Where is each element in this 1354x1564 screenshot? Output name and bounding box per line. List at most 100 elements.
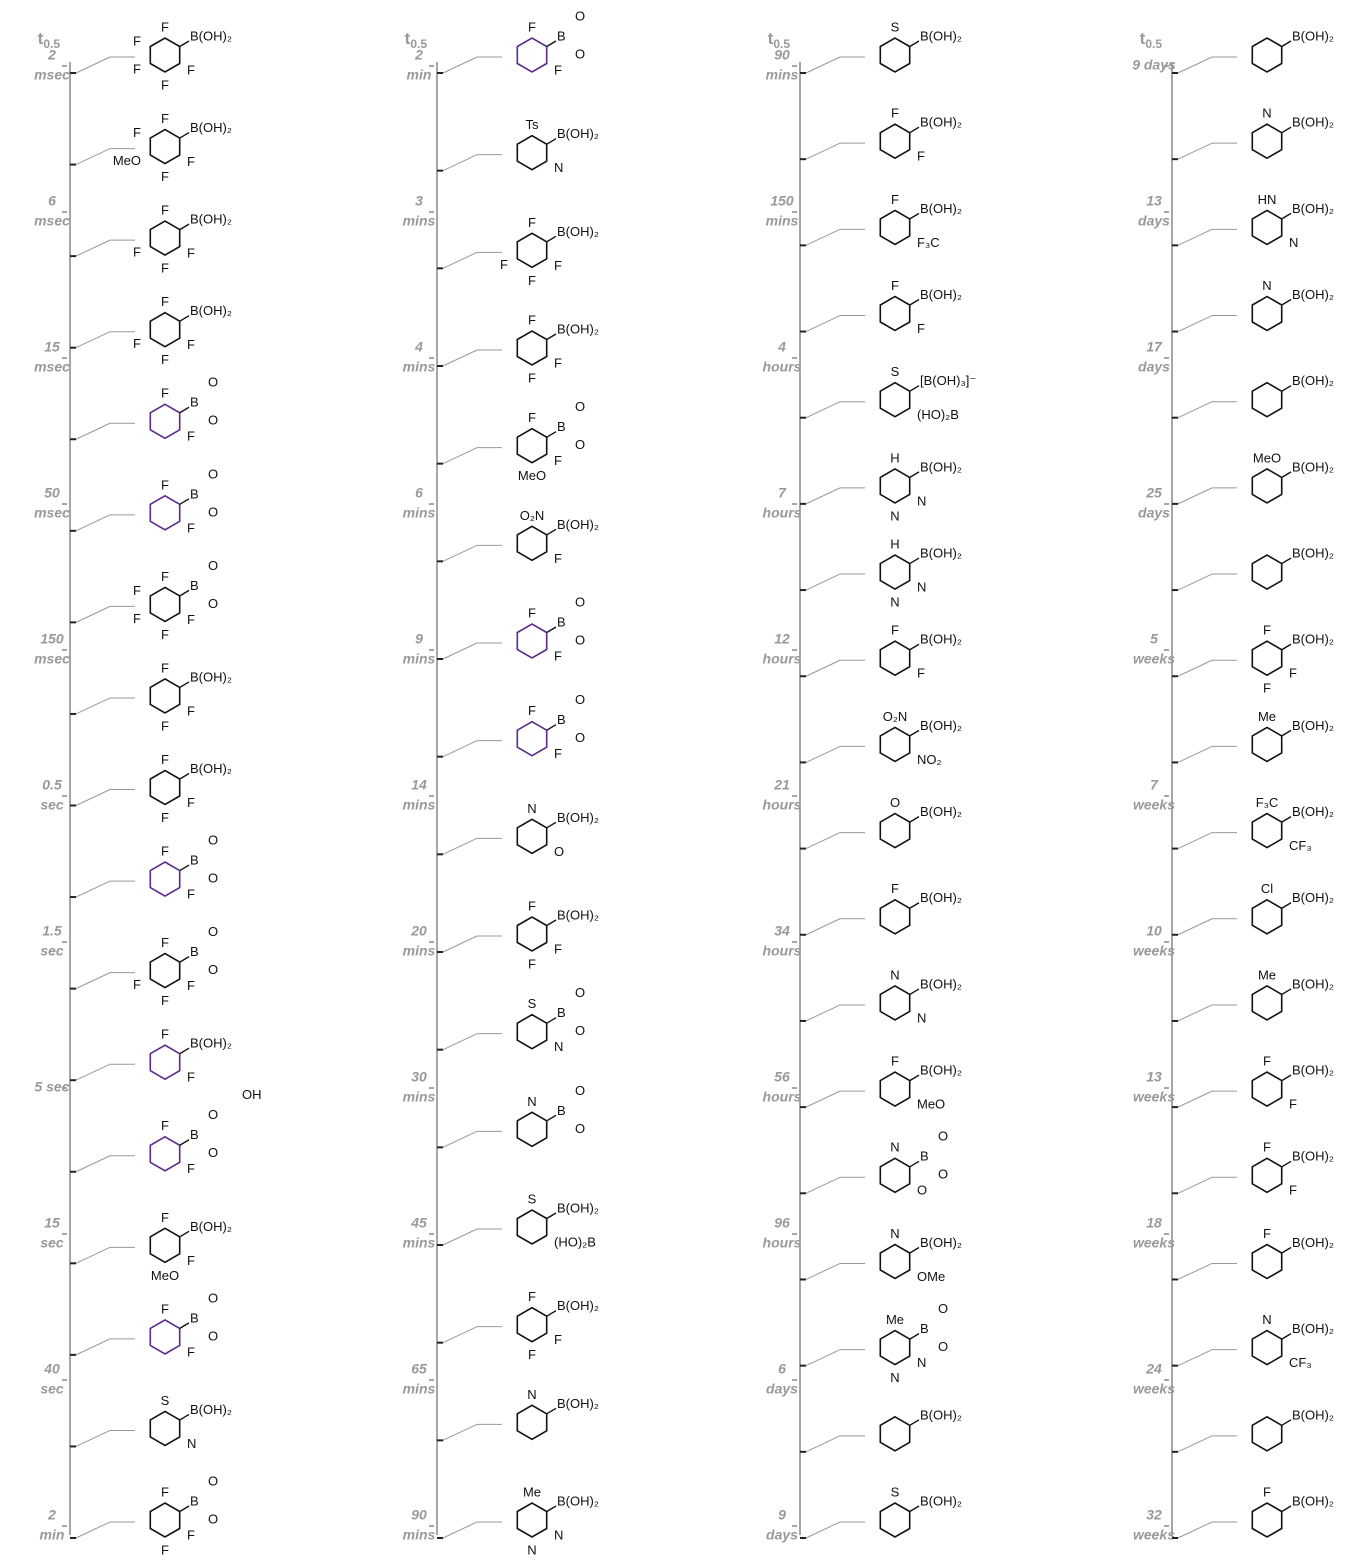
substituent: S (528, 1191, 537, 1206)
ester-atom: O (575, 730, 585, 745)
substituent: F (528, 370, 536, 385)
connector (76, 1156, 110, 1172)
ring (517, 331, 546, 365)
ring (150, 1228, 179, 1262)
ring (880, 297, 909, 331)
substituent: N (554, 1527, 563, 1542)
bond (910, 300, 919, 306)
header-subscript: 0.5 (1145, 37, 1162, 51)
ring (1252, 641, 1281, 675)
boron-group: B(OH)₂ (920, 201, 962, 216)
bond (1282, 127, 1291, 133)
substituent: F (554, 1332, 562, 1347)
connector (1178, 746, 1212, 762)
connector (1178, 1436, 1212, 1452)
ring (1252, 1245, 1281, 1279)
substituent: F (187, 62, 195, 77)
connector (443, 838, 477, 854)
substituent: F (528, 1347, 536, 1362)
boron-group: B (190, 1493, 199, 1508)
substituent: MeO (151, 1268, 179, 1283)
substituent: N (1262, 278, 1271, 293)
boron-group: B(OH)₂ (920, 1493, 962, 1508)
tick-label: 14 (411, 777, 427, 793)
bond (1282, 213, 1291, 219)
bond (180, 1048, 189, 1054)
substituent: F (917, 149, 925, 164)
tick-label: mins (403, 797, 436, 813)
tick-label: hours (763, 1089, 802, 1105)
substituent: N (1289, 235, 1298, 250)
tick-label: 4 (414, 339, 423, 355)
tick-label: 15 (44, 339, 60, 355)
boron-group: B(OH)₂ (1292, 459, 1334, 474)
substituent: Ts (526, 117, 540, 132)
boron-group: B(OH)₂ (920, 718, 962, 733)
tick-label: 13 (1146, 193, 1162, 209)
tick-label: mins (403, 359, 436, 375)
ring (1252, 555, 1281, 589)
ring (150, 496, 179, 530)
ring (1252, 814, 1281, 848)
ester-atom: O (208, 466, 218, 481)
tick-label: 65 (411, 1361, 427, 1377)
boron-group: B(OH)₂ (920, 115, 962, 130)
ester-atom: O (938, 1301, 948, 1316)
bond (910, 1334, 919, 1340)
substituent: F (187, 520, 195, 535)
substituent: F (1289, 666, 1297, 681)
substituent: F (161, 1118, 169, 1133)
substituent: F (528, 1289, 536, 1304)
ester-atom: O (575, 399, 585, 414)
tick-label: 2 (47, 47, 56, 63)
substituent: F (554, 62, 562, 77)
boron-group: B(OH)₂ (920, 459, 962, 474)
substituent: F (891, 192, 899, 207)
connector (76, 332, 110, 348)
substituent: F (891, 881, 899, 896)
bond (180, 590, 189, 596)
tick-label: mins (403, 651, 436, 667)
tick-label: 5 sec (34, 1079, 69, 1095)
ring (1252, 1417, 1281, 1451)
tick-label: 150 (40, 631, 64, 647)
substituent: (HO)₂B (554, 1234, 596, 1249)
tick-label: mins (403, 505, 436, 521)
substituent: MeO (1253, 450, 1281, 465)
bond (1282, 300, 1291, 306)
tick-label: weeks (1133, 1235, 1175, 1251)
ring (880, 814, 909, 848)
substituent: O (554, 844, 564, 859)
connector (806, 833, 840, 849)
substituent: F (161, 993, 169, 1008)
substituent: S (891, 1484, 900, 1499)
tick-label: 3 (415, 193, 423, 209)
substituent: F (554, 746, 562, 761)
ring (880, 1331, 909, 1365)
boron-group: B(OH)₂ (557, 1200, 599, 1215)
boron-group: B(OH)₂ (1292, 1149, 1334, 1164)
ester-atom: O (575, 46, 585, 61)
substituent: F (528, 273, 536, 288)
ester-atom: O (575, 1083, 585, 1098)
bond (910, 1420, 919, 1426)
connector (443, 252, 477, 268)
tick-label: weeks (1133, 943, 1175, 959)
substituent: F (554, 551, 562, 566)
bond (1282, 989, 1291, 995)
ester-atom: O (208, 1290, 218, 1305)
ester-atom: O (575, 985, 585, 1000)
connector (76, 515, 110, 531)
substituent: F (528, 410, 536, 425)
ester-atom: O (208, 375, 218, 390)
ring (1252, 124, 1281, 158)
substituent: F (1263, 681, 1271, 696)
boron-group: B(OH)₂ (920, 287, 962, 302)
ring (150, 862, 179, 896)
substituent: N (917, 1010, 926, 1025)
ester-atom: O (208, 962, 218, 977)
substituent: F (161, 203, 169, 218)
substituent: HN (1258, 192, 1277, 207)
substituent: F (528, 19, 536, 34)
boron-group: B(OH)₂ (920, 632, 962, 647)
